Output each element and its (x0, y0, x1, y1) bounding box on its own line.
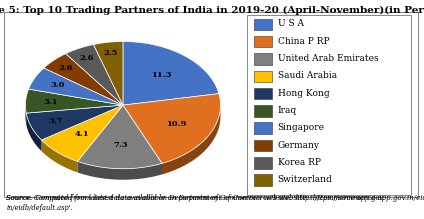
Text: Korea RP: Korea RP (278, 158, 321, 167)
Polygon shape (66, 44, 123, 105)
Text: 7.3: 7.3 (114, 141, 128, 148)
Bar (254, 122, 272, 134)
FancyBboxPatch shape (247, 15, 410, 195)
Text: China P RP: China P RP (278, 37, 329, 46)
Text: Source: Computed from latest data available on Department of Commerce's website.: Source: Computed from latest data availa… (6, 194, 424, 202)
Polygon shape (26, 113, 42, 151)
Bar (254, 36, 272, 48)
Text: 2.6: 2.6 (79, 54, 94, 62)
Bar (254, 71, 272, 82)
Text: in/eidb/default.asp'.: in/eidb/default.asp'. (6, 204, 73, 212)
Text: Singapore: Singapore (278, 123, 324, 132)
Polygon shape (25, 89, 123, 113)
Text: 3.7: 3.7 (48, 117, 62, 125)
Polygon shape (93, 42, 123, 105)
Text: Hong Kong: Hong Kong (278, 89, 329, 98)
Polygon shape (42, 140, 78, 172)
Polygon shape (123, 94, 220, 163)
Bar (254, 88, 272, 99)
Bar (254, 19, 272, 30)
Bar (254, 140, 272, 151)
Text: 2.6: 2.6 (59, 64, 73, 72)
Polygon shape (25, 105, 26, 124)
Text: 10.9: 10.9 (166, 120, 187, 128)
Polygon shape (42, 105, 123, 161)
Text: Iraq: Iraq (278, 106, 297, 115)
Text: Source: Computed from latest data available on Department of Commerce's website.: Source: Computed from latest data availa… (6, 194, 385, 202)
Bar (254, 53, 272, 65)
Text: 2.5: 2.5 (103, 49, 118, 57)
Text: Figure 5: Top 10 Trading Partners of India in 2019-20 (April-November)(in Per ce: Figure 5: Top 10 Trading Partners of Ind… (0, 5, 424, 15)
Polygon shape (162, 105, 220, 174)
Text: Germany: Germany (278, 141, 320, 150)
Text: 3.1: 3.1 (44, 98, 58, 106)
Text: U S A: U S A (278, 19, 304, 28)
Text: Switzerland: Switzerland (278, 175, 332, 184)
Bar (254, 174, 272, 186)
Polygon shape (26, 105, 123, 140)
Text: 3.0: 3.0 (50, 81, 65, 89)
Polygon shape (44, 54, 123, 105)
Bar (254, 105, 272, 117)
Polygon shape (28, 68, 123, 105)
Text: Saudi Arabia: Saudi Arabia (278, 71, 337, 80)
Polygon shape (78, 105, 162, 169)
Bar (254, 157, 272, 169)
Polygon shape (78, 161, 162, 180)
Polygon shape (123, 42, 219, 105)
Text: United Arab Emirates: United Arab Emirates (278, 54, 378, 63)
Text: 4.1: 4.1 (75, 130, 89, 138)
Text: 11.3: 11.3 (151, 71, 172, 79)
